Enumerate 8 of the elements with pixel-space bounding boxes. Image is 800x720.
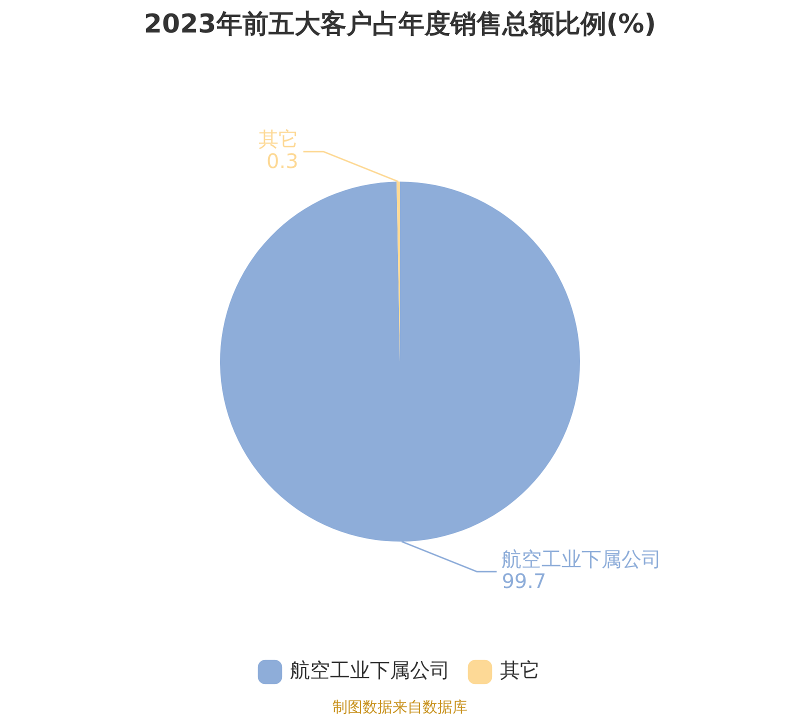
text: 制图数据来自数据库	[332, 698, 468, 716]
data-label: 0.3	[266, 148, 298, 173]
legend-label: 其它	[500, 658, 540, 682]
chart-title: 2023年前五大客户占年度销售总额比例(%)	[144, 9, 656, 40]
slice-label: 其它	[258, 126, 298, 151]
data-label: 99.7	[502, 568, 546, 593]
legend-label: 航空工业下属公司	[290, 658, 450, 682]
slice-label: 航空工业下属公司	[502, 546, 662, 571]
